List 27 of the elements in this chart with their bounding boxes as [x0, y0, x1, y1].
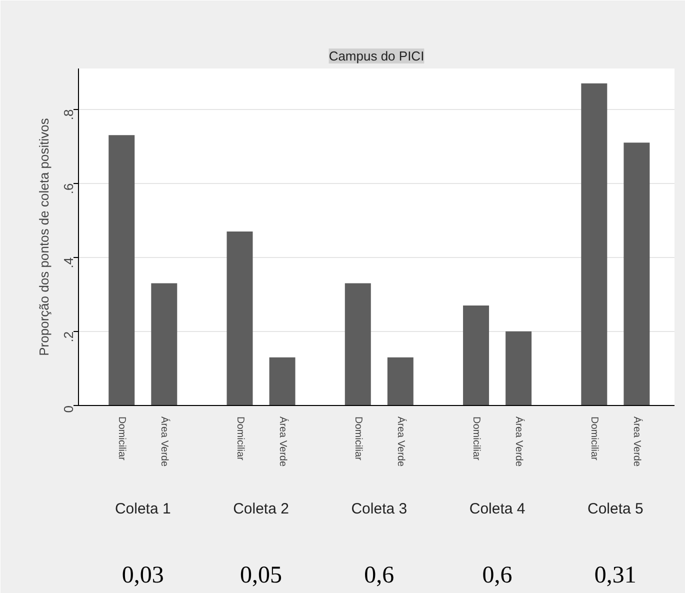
x-tick-label: Área Verde	[158, 416, 171, 467]
y-axis-title: Proporção dos pontos de coleta positivos	[36, 118, 52, 356]
x-tick-label: Domiciliar	[470, 416, 482, 462]
x-tick-label: Área Verde	[631, 416, 644, 467]
x-tick-label: Domiciliar	[588, 416, 600, 462]
x-tick-label: Domiciliar	[116, 416, 128, 462]
text: Coleta 1	[114, 500, 171, 518]
chart-title: Campus do PICI	[328, 48, 424, 64]
text: 0,05	[240, 562, 282, 588]
y-tick-label: .6	[61, 183, 76, 194]
x-tick-label: Domiciliar	[352, 416, 364, 462]
x-tick-label: Área Verde	[513, 416, 526, 467]
x-tick-label: Domiciliar	[234, 416, 246, 462]
text: 0,03	[122, 562, 164, 588]
x-tick-label: Área Verde	[394, 416, 407, 467]
text: Coleta 5	[587, 500, 644, 518]
y-tick-label: 0	[61, 405, 76, 413]
y-tick-label: .4	[61, 257, 76, 268]
text: Coleta 4	[469, 500, 526, 518]
y-tick-label: .8	[61, 109, 76, 120]
text: 0,6	[482, 562, 512, 588]
x-tick-label: Área Verde	[276, 416, 289, 467]
text: Coleta 3	[351, 500, 408, 518]
y-tick-label: .2	[61, 331, 76, 342]
text: Coleta 2	[233, 500, 289, 518]
text: 0,6	[364, 562, 394, 588]
text: 0,31	[594, 562, 636, 588]
